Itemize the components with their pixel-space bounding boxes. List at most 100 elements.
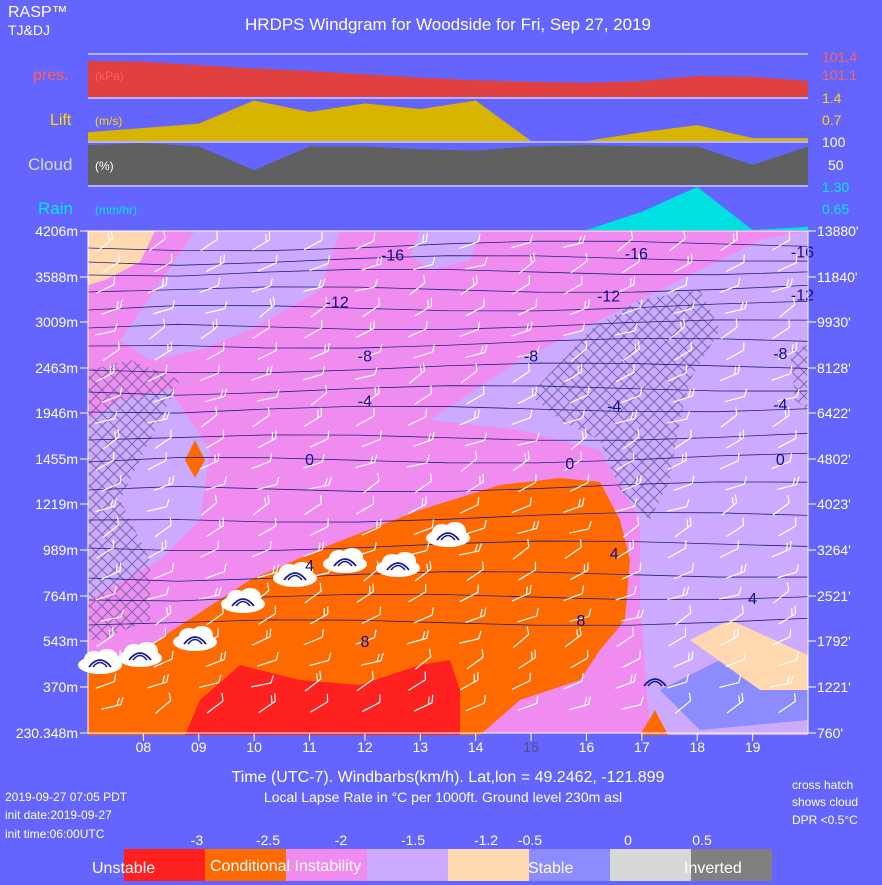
wind-barb-shaft [616, 459, 634, 471]
cumulus-icon [643, 678, 667, 687]
wind-barb-shaft [355, 240, 375, 250]
wind-barb-shaft [777, 571, 797, 579]
y-axis-left: 4206m 3588m 3009m 2463m 1946m 1455m 1219m 989m 7… [16, 223, 88, 741]
isotherm-line [87, 240, 809, 252]
wind-barb-flag [529, 321, 533, 331]
isotherm-line [87, 571, 809, 582]
wind-barb-flag [742, 429, 745, 438]
wind-barb-shaft [621, 307, 641, 315]
wind-barb [570, 428, 588, 450]
wind-barb-flag [583, 300, 587, 309]
wind-barb-shaft [153, 658, 173, 668]
wind-barb-flag [739, 431, 741, 440]
wind-barb-shaft [408, 282, 426, 296]
wind-barb [101, 696, 124, 710]
wind-barb-flag [372, 583, 374, 592]
cumulus-icon [173, 626, 217, 651]
wind-barb [304, 407, 323, 427]
wind-barb-flag [532, 521, 536, 530]
wind-barb-flag [789, 541, 792, 550]
wind-barb [622, 428, 640, 450]
wind-barb-flag [789, 453, 793, 462]
wind-barb [362, 297, 380, 318]
wind-barb-flag [223, 563, 227, 572]
wind-barb-flag [171, 475, 175, 484]
wind-barb-flag [169, 604, 172, 613]
wind-barb-flag [426, 563, 429, 572]
wind-barb-flag [682, 318, 686, 327]
wind-barb-shaft [725, 395, 745, 403]
wind-barb-flag [734, 494, 738, 503]
wind-barb [569, 696, 592, 711]
wind-barb [252, 494, 270, 516]
wind-barb [407, 233, 428, 250]
init-date: init date:2019-09-27 [5, 808, 112, 822]
wind-barb-shaft [148, 238, 166, 252]
wind-barb-shaft [511, 241, 531, 249]
wind-barb-flag [376, 653, 380, 662]
wind-barb [200, 231, 218, 252]
wind-barb [309, 652, 332, 667]
cloud-panel: Cloud (%) 100 50 [28, 134, 846, 185]
wind-barb-flag [484, 432, 488, 441]
wind-barb-flag [483, 695, 486, 704]
wind-barb-flag [269, 541, 272, 550]
cumulus-icon [323, 548, 367, 573]
legend-swatch [367, 849, 448, 881]
wind-barb-flag [588, 608, 592, 617]
wind-barb [512, 626, 530, 648]
wind-barb-shaft [95, 681, 115, 689]
wind-barb-flag [686, 411, 690, 420]
wind-barb-shaft [563, 592, 583, 602]
wind-barb [725, 476, 747, 491]
wind-barb [563, 497, 585, 513]
wind-barb [310, 693, 329, 713]
wind-barb-flag [576, 629, 579, 638]
wind-barb-flag [323, 344, 327, 353]
wind-barb-flag [639, 562, 642, 571]
wind-barb-flag [525, 586, 528, 595]
wind-barb-flag [120, 609, 124, 618]
wind-barb-flag [683, 230, 686, 240]
wind-barb-shaft [459, 241, 479, 249]
wind-barb-shaft [102, 524, 120, 538]
wind-barb-shaft [361, 614, 381, 624]
wind-barb-flag [321, 232, 323, 241]
wind-barb [616, 539, 635, 559]
wind-barb [407, 630, 430, 645]
y-tick-label-right: 6422' [817, 405, 851, 421]
cumulus-puff [191, 626, 213, 644]
wind-barb-flag [795, 517, 797, 527]
wind-barb [771, 628, 792, 646]
wind-barb-shaft [720, 326, 738, 340]
wind-barb-flag [165, 607, 169, 616]
wind-barb [414, 648, 432, 670]
wind-barb [668, 318, 686, 340]
wind-barb-flag [320, 407, 323, 416]
wind-barb-flag [578, 499, 581, 508]
wind-barb-shaft [667, 418, 687, 424]
wind-barb [102, 253, 120, 273]
legend-swatch [205, 849, 286, 881]
wind-barb-shaft [621, 570, 641, 580]
wind-barb-flag [161, 542, 163, 551]
wind-barb [258, 693, 276, 714]
wind-barb [459, 409, 480, 426]
wind-barb-flag [269, 365, 273, 374]
wind-barb [517, 695, 539, 711]
wind-barb [153, 650, 174, 668]
wind-barb [251, 365, 273, 381]
wind-barb [154, 604, 172, 626]
legend-swatch [286, 849, 367, 881]
wind-barb [95, 323, 118, 336]
wind-barb-flag [168, 692, 172, 701]
wind-barb-flag [535, 474, 537, 483]
wind-barb-flag [690, 429, 692, 438]
wind-barb-flag [639, 387, 643, 396]
wind-barb [199, 277, 221, 293]
wind-barb-flag [685, 364, 688, 373]
wind-barb [408, 362, 426, 384]
wind-barb-shaft [667, 681, 687, 689]
cumulus-puff [96, 649, 118, 667]
wind-barb-flag [275, 254, 278, 263]
